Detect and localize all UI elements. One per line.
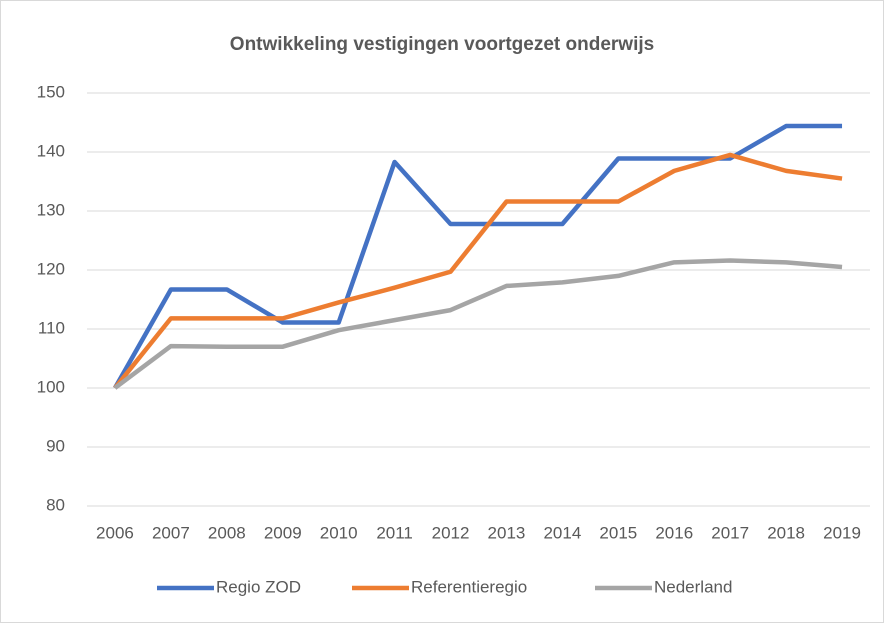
chart-title: Ontwikkeling vestigingen voortgezet onde…: [230, 34, 654, 55]
x-tick-label: 2014: [543, 523, 581, 542]
y-tick-label: 100: [37, 377, 65, 396]
x-tick-label: 2009: [264, 523, 302, 542]
y-tick-label: 110: [38, 318, 65, 337]
data-line: [113, 152, 843, 390]
x-tick-label: 2015: [599, 523, 637, 542]
y-tick-label: 140: [37, 141, 65, 160]
y-tick-label: 150: [37, 82, 65, 101]
data-line: [113, 258, 843, 390]
legend-label: Nederland: [654, 577, 732, 596]
x-tick-label: 2016: [655, 523, 693, 542]
x-tick-label: 2008: [208, 523, 246, 542]
y-tick-label: 120: [37, 259, 65, 278]
x-tick-label: 2010: [320, 523, 358, 542]
legend-label: Regio ZOD: [216, 577, 301, 596]
y-tick-label: 130: [37, 200, 65, 219]
x-tick-label: 2007: [152, 523, 190, 542]
y-tick-label: 80: [46, 495, 65, 514]
y-tick-label: 90: [46, 436, 65, 455]
x-tick-label: 2017: [711, 523, 749, 542]
x-tick-label: 2013: [488, 523, 526, 542]
x-tick-label: 2006: [96, 523, 134, 542]
x-tick-label: 2011: [376, 523, 413, 542]
x-tick-label: 2012: [432, 523, 470, 542]
legend-label: Referentieregio: [411, 577, 527, 596]
x-tick-label: 2019: [823, 523, 861, 542]
x-tick-label: 2018: [767, 523, 805, 542]
